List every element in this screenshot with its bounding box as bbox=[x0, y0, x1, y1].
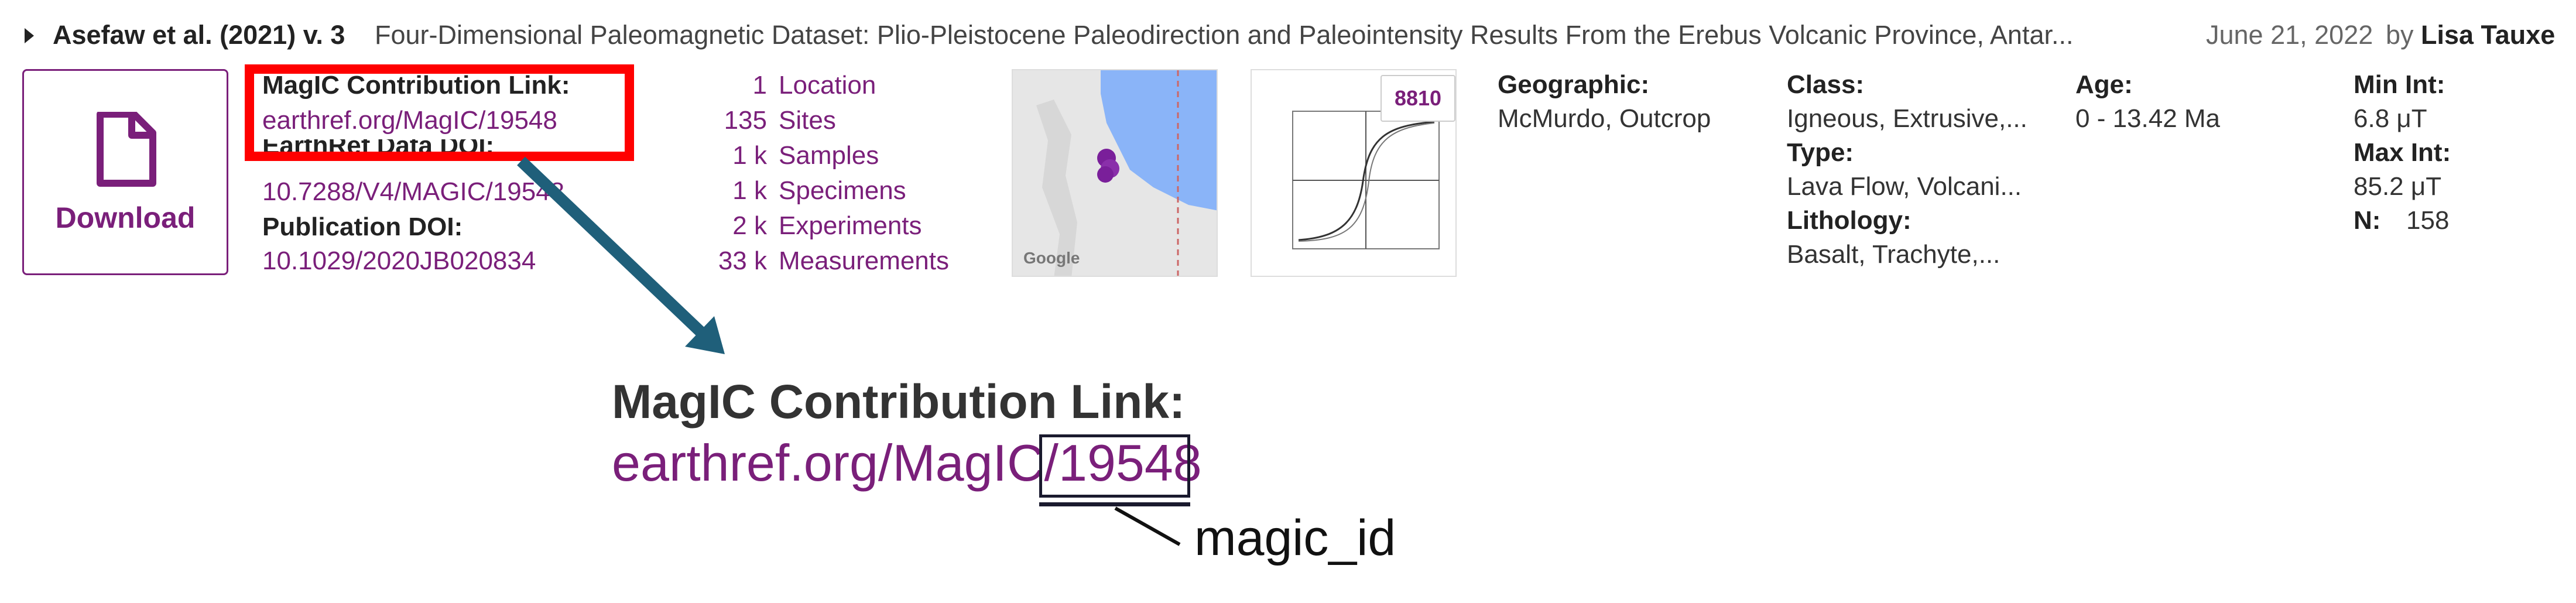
count-value: 33 k bbox=[718, 246, 767, 275]
min-int-value: 6.8 μT bbox=[2354, 104, 2427, 133]
magic-link-label: MagIC Contribution Link: bbox=[262, 71, 570, 100]
count-value: 1 k bbox=[732, 141, 767, 170]
id-highlight-box bbox=[1039, 434, 1190, 498]
publication-doi-label: Publication DOI: bbox=[262, 213, 463, 241]
max-int-label: Max Int: bbox=[2354, 138, 2451, 167]
count-value: 2 k bbox=[732, 211, 767, 240]
type-value: Lava Flow, Volcani... bbox=[1787, 172, 2022, 201]
callout-link-prefix: earthref.org/MagIC/ bbox=[612, 434, 1059, 492]
count-value: 1 k bbox=[732, 176, 767, 205]
contribution-authors[interactable]: Asefaw et al. (2021) v. 3 bbox=[53, 20, 345, 50]
id-annotation: magic_id bbox=[1194, 510, 1396, 566]
count-label-specimens[interactable]: Specimens bbox=[779, 176, 906, 205]
contribution-title: Four-Dimensional Paleomagnetic Dataset: … bbox=[375, 20, 2074, 50]
callout-label: MagIC Contribution Link: bbox=[612, 375, 1186, 429]
count-label-experiments[interactable]: Experiments bbox=[779, 211, 922, 240]
geographic-label: Geographic: bbox=[1498, 70, 1650, 99]
contributor-name: Lisa Tauxe bbox=[2421, 20, 2556, 50]
age-value: 0 - 13.42 Ma bbox=[2075, 104, 2221, 133]
count-label-measurements[interactable]: Measurements bbox=[779, 246, 950, 275]
n-value: 158 bbox=[2406, 206, 2450, 235]
map-graphic bbox=[1013, 70, 1217, 276]
count-label-location[interactable]: Location bbox=[779, 71, 876, 100]
document-icon bbox=[95, 111, 156, 190]
count-value: 1 bbox=[752, 71, 767, 100]
plot-thumbnail[interactable]: 8810 bbox=[1251, 69, 1457, 277]
by-label: by bbox=[2386, 20, 2414, 50]
lithology-value: Basalt, Trachyte,... bbox=[1787, 240, 2000, 269]
count-label-sites[interactable]: Sites bbox=[779, 106, 836, 135]
earthref-doi-link[interactable]: 10.7288/V4/MAGIC/19548 bbox=[262, 177, 565, 206]
count-label-samples[interactable]: Samples bbox=[779, 141, 879, 170]
map-thumbnail[interactable]: Google bbox=[1012, 69, 1218, 277]
id-underline bbox=[1039, 502, 1190, 506]
plot-count-badge: 8810 bbox=[1381, 75, 1455, 122]
publication-doi-link[interactable]: 10.1029/2020JB020834 bbox=[262, 246, 536, 275]
n-label: N: bbox=[2354, 206, 2381, 235]
min-int-label: Min Int: bbox=[2354, 70, 2445, 99]
age-label: Age: bbox=[2075, 70, 2133, 99]
max-int-value: 85.2 μT bbox=[2354, 172, 2442, 201]
geographic-value: McMurdo, Outcrop bbox=[1498, 104, 1711, 133]
callout-link-id: 19548 bbox=[1059, 434, 1202, 492]
download-button[interactable]: Download bbox=[22, 69, 228, 275]
contribution-date: June 21, 2022 bbox=[2206, 20, 2373, 50]
type-label: Type: bbox=[1787, 138, 1854, 167]
class-label: Class: bbox=[1787, 70, 1865, 99]
lithology-label: Lithology: bbox=[1787, 206, 1912, 235]
magic-link[interactable]: earthref.org/MagIC/19548 bbox=[262, 106, 557, 135]
download-label: Download bbox=[55, 201, 196, 234]
highlight-box bbox=[245, 64, 634, 161]
callout-link: earthref.org/MagIC/19548 bbox=[612, 433, 1202, 493]
map-attribution: Google bbox=[1023, 249, 1080, 267]
count-value: 135 bbox=[724, 106, 767, 135]
hysteresis-plot-graphic bbox=[1292, 111, 1440, 249]
expand-caret-icon[interactable] bbox=[25, 28, 34, 43]
class-value: Igneous, Extrusive,... bbox=[1787, 104, 2027, 133]
